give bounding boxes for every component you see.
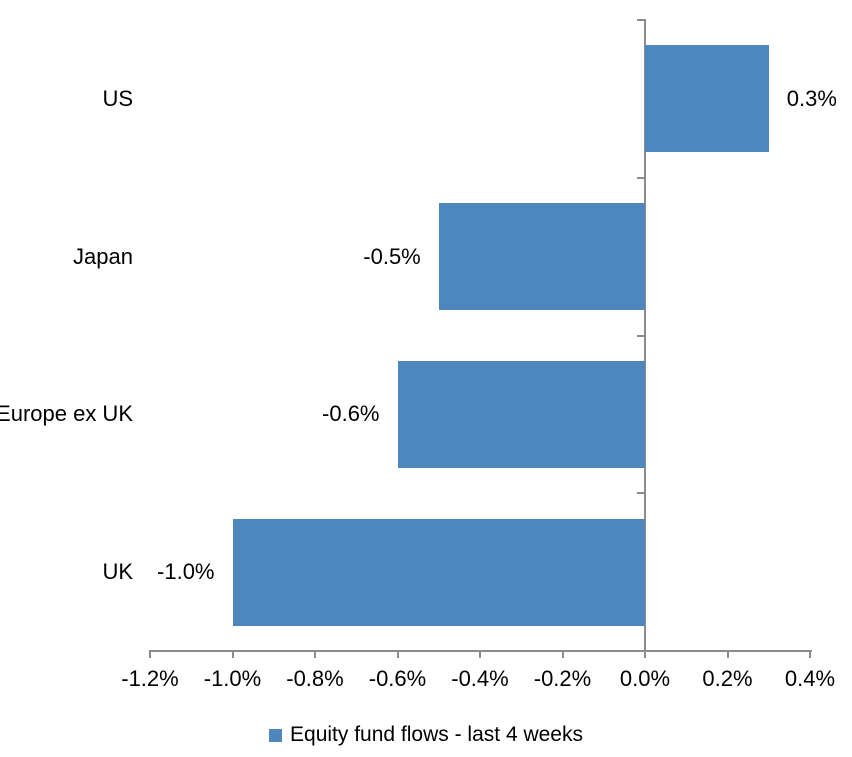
- bar-japan: [438, 203, 645, 311]
- category-label: Japan: [73, 243, 133, 269]
- x-tick-label: -1.2%: [121, 666, 179, 691]
- bar-us: [645, 45, 769, 153]
- y-axis-tick: [637, 334, 645, 337]
- value-label: -1.0%: [157, 559, 215, 585]
- y-axis-zero-line: [644, 19, 646, 658]
- y-axis-tick: [637, 176, 645, 179]
- x-axis-tick: [726, 650, 729, 658]
- x-tick-label: -1.0%: [203, 666, 262, 691]
- x-tick-label: -0.2%: [533, 666, 592, 691]
- x-tick-label: -0.8%: [286, 666, 344, 691]
- x-tick-label: 0.2%: [702, 666, 753, 691]
- x-axis-tick: [314, 650, 316, 658]
- x-tick-label: 0.4%: [784, 666, 836, 691]
- category-label: UK: [102, 559, 133, 585]
- value-label: -0.6%: [322, 401, 380, 427]
- x-tick-label: -0.4%: [451, 666, 509, 691]
- x-axis-tick: [644, 650, 646, 658]
- x-axis-tick: [479, 650, 481, 658]
- legend: Equity fund flows - last 4 weeks: [0, 721, 852, 749]
- y-axis-tick: [637, 19, 645, 21]
- x-tick-label: -0.6%: [368, 666, 427, 691]
- x-axis-tick: [149, 650, 151, 658]
- category-label: Europe ex UK: [0, 401, 133, 427]
- x-tick-label: 0.0%: [619, 666, 671, 691]
- x-axis-tick: [561, 650, 564, 658]
- bar-europe-ex-uk: [397, 360, 645, 468]
- value-label: 0.3%: [786, 85, 837, 111]
- category-label: US: [102, 85, 133, 111]
- legend-marker-icon: [269, 728, 283, 742]
- legend-label: Equity fund flows - last 4 weeks: [290, 723, 583, 746]
- x-axis-tick: [809, 650, 811, 658]
- x-axis-tick: [231, 650, 234, 658]
- x-axis-tick: [396, 650, 399, 658]
- value-label: -0.5%: [363, 243, 421, 269]
- y-axis-tick: [637, 492, 645, 495]
- bar-uk: [232, 518, 645, 626]
